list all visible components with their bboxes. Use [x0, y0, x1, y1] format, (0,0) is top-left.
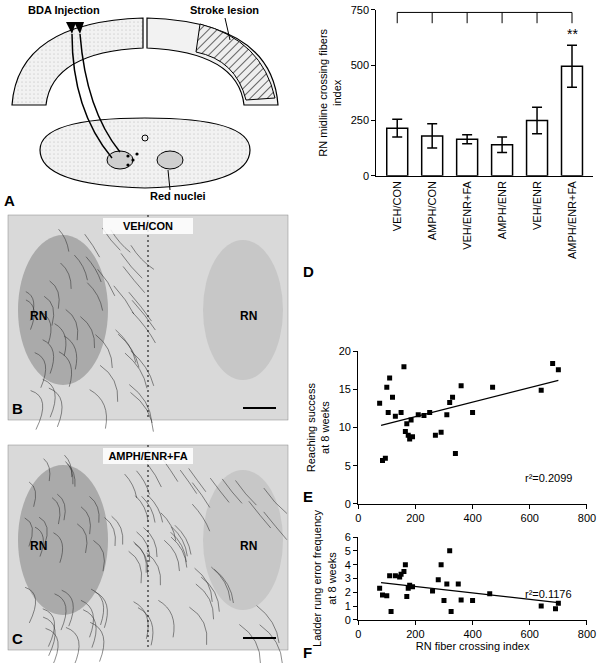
svg-text:400: 400 [463, 512, 481, 524]
svg-text:AMPH/ENR+FA: AMPH/ENR+FA [108, 450, 187, 462]
svg-text:AMPH/CON: AMPH/CON [426, 181, 438, 240]
svg-text:B: B [12, 400, 23, 417]
svg-text:AMPH/ENR: AMPH/ENR [496, 181, 508, 239]
svg-text:0: 0 [355, 628, 361, 640]
svg-text:F: F [303, 644, 312, 661]
svg-text:0: 0 [355, 512, 361, 524]
svg-text:E: E [303, 488, 313, 505]
svg-text:500: 500 [351, 59, 369, 71]
svg-text:600: 600 [521, 512, 539, 524]
svg-text:2: 2 [345, 586, 351, 598]
svg-text:BDA Injection: BDA Injection [28, 4, 100, 16]
svg-text:0: 0 [345, 498, 351, 510]
svg-text:RN: RN [30, 539, 47, 553]
svg-text:200: 200 [406, 628, 424, 640]
svg-text:1: 1 [345, 600, 351, 612]
svg-text:RN: RN [240, 309, 257, 323]
svg-text:5: 5 [345, 460, 351, 472]
svg-text:3: 3 [345, 572, 351, 584]
svg-text:VEH/ENR: VEH/ENR [531, 181, 543, 230]
svg-text:RN: RN [30, 309, 47, 323]
svg-text:600: 600 [521, 628, 539, 640]
svg-text:250: 250 [351, 114, 369, 126]
svg-text:**: ** [567, 26, 578, 42]
svg-text:0: 0 [345, 614, 351, 626]
svg-text:750: 750 [351, 4, 369, 16]
svg-text:15: 15 [339, 383, 351, 395]
svg-text:RN midline crossing fibersinde: RN midline crossing fibersindex [317, 28, 343, 156]
svg-text:800: 800 [578, 628, 596, 640]
svg-text:5: 5 [345, 545, 351, 557]
svg-text:Stroke lesion: Stroke lesion [190, 4, 259, 16]
svg-text:400: 400 [463, 628, 481, 640]
svg-text:VEH/CON: VEH/CON [123, 220, 173, 232]
svg-text:800: 800 [578, 512, 596, 524]
svg-text:D: D [303, 263, 314, 280]
svg-text:A: A [4, 192, 15, 209]
svg-text:20: 20 [339, 345, 351, 357]
svg-text:AMPH/ENR+FA: AMPH/ENR+FA [566, 180, 578, 259]
svg-text:VEH/CON: VEH/CON [391, 181, 403, 231]
svg-text:200: 200 [406, 512, 424, 524]
svg-text:r²=0.2099: r²=0.2099 [525, 472, 572, 484]
svg-text:6: 6 [345, 531, 351, 543]
svg-text:Reaching successat 8 weeks: Reaching successat 8 weeks [305, 383, 331, 473]
svg-text:10: 10 [339, 421, 351, 433]
svg-text:C: C [12, 630, 23, 647]
svg-text:4: 4 [345, 559, 351, 571]
svg-text:RN: RN [240, 539, 257, 553]
svg-text:r²=0.1176: r²=0.1176 [525, 588, 572, 600]
svg-text:0: 0 [363, 170, 369, 182]
svg-text:VEH/ENR+FA: VEH/ENR+FA [461, 180, 473, 249]
svg-text:Red nuclei: Red nuclei [150, 190, 206, 202]
svg-text:RN fiber crossing index: RN fiber crossing index [416, 640, 530, 652]
svg-text:Ladder rung error frequencyat: Ladder rung error frequencyat 8 weeks [311, 509, 337, 646]
